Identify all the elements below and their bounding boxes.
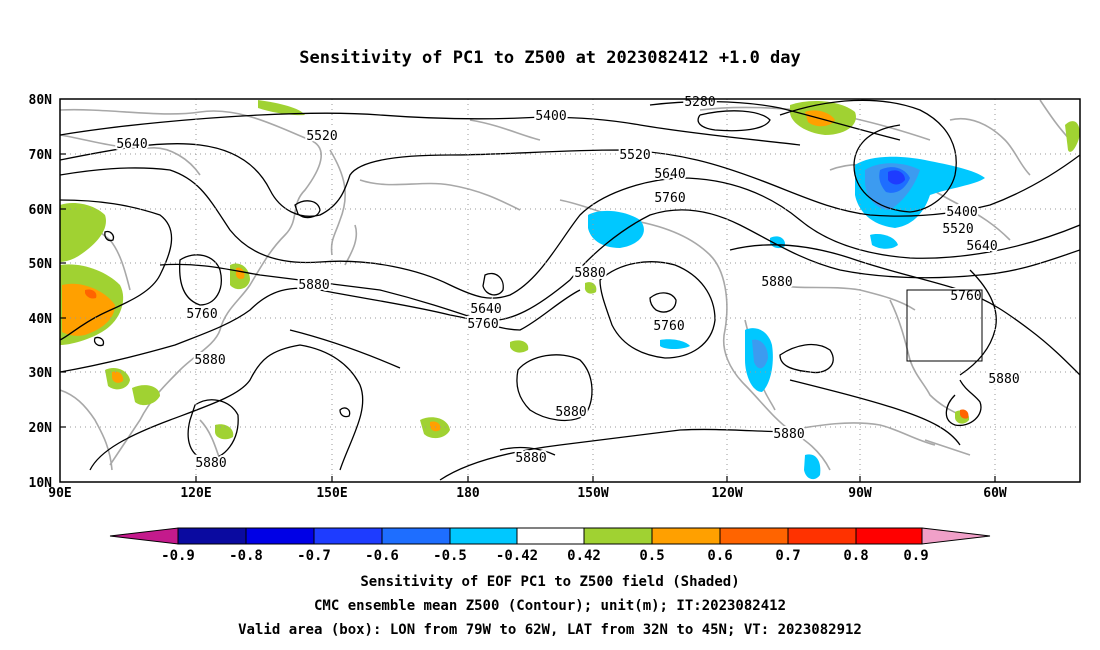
colorbar-swatch <box>245 527 315 545</box>
colorbar-swatch <box>516 527 585 545</box>
contour-label: 5640 <box>966 239 997 254</box>
lon-label: 180 <box>456 486 480 501</box>
lon-label: 120W <box>711 486 742 501</box>
colorbar-label: 0.5 <box>639 548 664 564</box>
contour-label: 5760 <box>186 307 217 322</box>
colorbar-swatch <box>787 527 857 545</box>
contour-label: 5640 <box>116 137 147 152</box>
tick-marks <box>60 153 996 482</box>
colorbar-label: -0.8 <box>229 548 263 564</box>
colorbar-label: 0.9 <box>903 548 928 564</box>
contour-labels: 5280 5400 5520 5640 5520 5640 5760 5400 … <box>114 93 1021 473</box>
colorbar-swatch <box>651 527 721 545</box>
valid-area-box <box>906 289 983 362</box>
lon-label: 150E <box>316 486 347 501</box>
colorbar-swatch <box>855 527 923 545</box>
caption-line-2: CMC ensemble mean Z500 (Contour); unit(m… <box>313 598 786 614</box>
lat-label: 10N <box>29 476 53 491</box>
chart-title: Sensitivity of PC1 to Z500 at 2023082412… <box>299 48 801 68</box>
colorbar-label: 0.8 <box>843 548 868 564</box>
lon-label: 90W <box>848 486 872 501</box>
map-frame <box>59 98 1081 483</box>
lon-label: 120E <box>180 486 211 501</box>
lat-label: 30N <box>29 366 53 381</box>
contour-label: 5880 <box>195 456 226 471</box>
colorbar-swatch <box>719 527 789 545</box>
contour-label: 5880 <box>773 427 804 442</box>
contour-label: 5520 <box>306 129 337 144</box>
colorbar-swatch <box>313 527 383 545</box>
lat-label: 20N <box>29 421 53 436</box>
caption-line-1: Sensitivity of EOF PC1 to Z500 field (Sh… <box>360 574 740 590</box>
contour-label: 5880 <box>574 266 605 281</box>
contour-label: 5880 <box>298 278 329 293</box>
colorbar-label: -0.7 <box>297 548 331 564</box>
contour-label: 5400 <box>946 205 977 220</box>
colorbar-swatch <box>381 527 451 545</box>
lat-label: 40N <box>29 312 53 327</box>
lat-label: 50N <box>29 257 53 272</box>
lat-label: 60N <box>29 203 53 218</box>
lon-label: 60W <box>983 486 1007 501</box>
contour-label: 5520 <box>942 222 973 237</box>
colorbar-label: 0.6 <box>707 548 732 564</box>
colorbar: -0.9 -0.8 -0.7 -0.6 -0.5 -0.42 0.42 0.5 … <box>109 527 991 564</box>
contour-label: 5880 <box>761 275 792 290</box>
contour-label: 5760 <box>950 289 981 304</box>
contour-label: 5880 <box>555 405 586 420</box>
lat-label: 70N <box>29 148 53 163</box>
contour-label: 5400 <box>535 109 566 124</box>
colorbar-swatch <box>583 527 653 545</box>
colorbar-label: -0.42 <box>496 548 538 564</box>
colorbar-label: -0.5 <box>433 548 467 564</box>
lon-label: 90E <box>48 486 71 501</box>
contour-label: 5880 <box>988 372 1019 387</box>
contour-label: 5760 <box>653 319 684 334</box>
colorbar-swatch <box>177 527 247 545</box>
longitude-labels: 90E 120E 150E 180 150W 120W 90W 60W <box>48 486 1007 501</box>
lat-label: 80N <box>29 93 53 108</box>
lon-label: 150W <box>577 486 608 501</box>
caption-line-3: Valid area (box): LON from 79W to 62W, L… <box>238 622 862 638</box>
latitude-labels: 80N 70N 60N 50N 40N 30N 20N 10N <box>29 93 53 491</box>
grid-lines <box>60 99 1080 482</box>
colorbar-high-triangle <box>921 527 991 545</box>
colorbar-label: 0.7 <box>775 548 800 564</box>
contour-label: 5760 <box>654 191 685 206</box>
contour-label: 5640 <box>654 167 685 182</box>
contour-label: 5520 <box>619 148 650 163</box>
contour-label: 5760 <box>467 317 498 332</box>
colorbar-label: 0.42 <box>567 548 601 564</box>
colorbar-swatch <box>449 527 518 545</box>
colorbar-label: -0.6 <box>365 548 399 564</box>
colorbar-low-triangle <box>109 527 179 545</box>
contour-label: 5640 <box>470 302 501 317</box>
colorbar-label: -0.9 <box>161 548 195 564</box>
contour-label: 5880 <box>515 451 546 466</box>
contour-label: 5880 <box>194 353 225 368</box>
shading <box>60 100 1080 480</box>
contour-label: 5280 <box>684 95 715 110</box>
